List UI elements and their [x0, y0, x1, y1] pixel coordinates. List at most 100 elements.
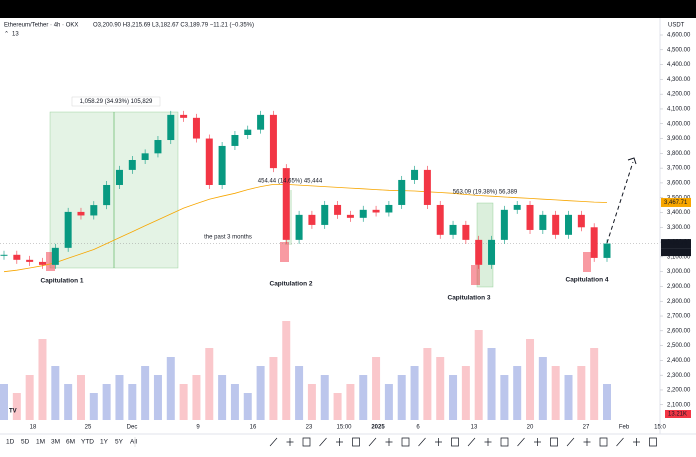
- annotation: 563.09 (19.38%) 56,389: [453, 190, 518, 196]
- range-button[interactable]: 6M: [66, 439, 75, 446]
- tool-icon[interactable]: [286, 438, 294, 446]
- price-tag-label: 3,467.71: [664, 200, 688, 206]
- candle: [154, 140, 162, 154]
- x-tick-label: 25: [85, 425, 92, 431]
- candle: [77, 211, 85, 216]
- capitulation-box[interactable]: [583, 252, 591, 272]
- tool-icon[interactable]: [566, 437, 575, 447]
- tool-icon[interactable]: [633, 438, 640, 446]
- y-tick-label: 2,100.00: [667, 402, 691, 408]
- chevron[interactable]: ⌃: [4, 31, 9, 38]
- candle: [526, 204, 534, 230]
- y-tick-label: 3,100.00: [667, 254, 691, 260]
- volume-bar: [461, 366, 470, 420]
- volume-bar: [128, 384, 137, 420]
- volume-bar: [282, 321, 291, 420]
- tool-icon[interactable]: [352, 437, 360, 447]
- tool-icon[interactable]: [269, 437, 278, 447]
- candle: [167, 114, 175, 141]
- volume-bar: [384, 384, 393, 420]
- ohlc: O3,200.90 H3,215.69 L3,182.67 C3,189.79 …: [93, 23, 254, 29]
- tool-icon[interactable]: [599, 437, 608, 447]
- range-button[interactable]: 3M: [51, 439, 60, 446]
- y-tick-label: 2,500.00: [667, 343, 691, 349]
- range-button[interactable]: 5Y: [115, 439, 124, 446]
- candle: [372, 209, 380, 213]
- candle: [385, 204, 393, 213]
- tool-icon[interactable]: [302, 437, 311, 447]
- candle: [13, 254, 21, 260]
- tool-icon[interactable]: [534, 438, 541, 446]
- volume-bar: [192, 375, 201, 420]
- tool-icon[interactable]: [484, 438, 492, 446]
- candle: [475, 239, 483, 265]
- tool-icon[interactable]: [336, 438, 343, 446]
- capitulation-label: Capitulation 3: [448, 295, 491, 302]
- volume-bar: [89, 393, 98, 420]
- candle: [192, 117, 200, 139]
- range-button[interactable]: 1Y: [100, 439, 109, 446]
- volume-bar: [256, 366, 265, 420]
- capitulation-box[interactable]: [280, 242, 289, 262]
- candle: [64, 211, 72, 248]
- tool-icon[interactable]: [401, 437, 410, 447]
- candle: [231, 134, 239, 146]
- x-tick-label: 6: [416, 425, 420, 431]
- tool-icon[interactable]: [368, 437, 377, 447]
- candle: [500, 209, 508, 240]
- x-tick-label: 15:00: [336, 425, 352, 431]
- volume-bar: [218, 375, 227, 420]
- x-tick-label: 18: [30, 425, 37, 431]
- volume-bar: [102, 384, 111, 420]
- range-button[interactable]: YTD: [81, 439, 94, 446]
- y-tick-label: 2,800.00: [667, 299, 691, 305]
- tool-icon[interactable]: [649, 437, 657, 447]
- candle: [321, 204, 329, 225]
- volume-bar: [474, 330, 483, 420]
- symbol: Ethereum/Tether · 4h · OKX: [4, 23, 78, 29]
- tool-icon[interactable]: [550, 437, 558, 447]
- tool-icon[interactable]: [583, 438, 591, 446]
- tool-icon[interactable]: [467, 437, 476, 447]
- volume-bar: [179, 384, 188, 420]
- volume-bar: [243, 393, 252, 420]
- volume-bar: [346, 384, 355, 420]
- tool-icon[interactable]: [451, 437, 459, 447]
- tool-icon[interactable]: [517, 437, 525, 447]
- tool-icon[interactable]: [385, 438, 393, 446]
- logo[interactable]: TV: [9, 409, 17, 415]
- tool-icon[interactable]: [435, 438, 442, 446]
- y-tick-label: 3,700.00: [667, 166, 691, 172]
- candle: [308, 214, 316, 225]
- axis-unit: USDT: [668, 23, 685, 29]
- x-tick-label: Feb: [619, 425, 630, 431]
- candle: [436, 204, 444, 235]
- y-tick-label: 4,100.00: [667, 107, 691, 113]
- range-button[interactable]: All: [130, 439, 138, 446]
- candle: [552, 214, 560, 235]
- volume-bar: [51, 366, 60, 420]
- candle: [398, 179, 406, 205]
- x-tick-label: 13: [471, 425, 478, 431]
- tool-icon[interactable]: [319, 437, 327, 447]
- tool-icon[interactable]: [500, 437, 509, 447]
- y-tick-label: 2,200.00: [667, 388, 691, 394]
- range-button[interactable]: 1M: [36, 439, 45, 446]
- annotation: 454.44 (14.65%) 45,444: [258, 179, 323, 185]
- range-button[interactable]: 5D: [21, 439, 30, 446]
- volume-bar: [76, 375, 85, 420]
- range-button[interactable]: 1D: [6, 439, 15, 446]
- capitulation-box[interactable]: [471, 265, 480, 285]
- candle: [180, 114, 188, 118]
- capitulation-box[interactable]: [46, 252, 55, 271]
- volume-bar: [436, 357, 445, 420]
- x-tick-label: 15:0: [654, 425, 666, 431]
- candle: [90, 205, 98, 216]
- candle: [488, 239, 496, 265]
- volume-bar: [551, 366, 560, 420]
- tool-icon[interactable]: [418, 437, 426, 447]
- tool-icon[interactable]: [616, 437, 624, 447]
- volume-bar: [538, 357, 547, 420]
